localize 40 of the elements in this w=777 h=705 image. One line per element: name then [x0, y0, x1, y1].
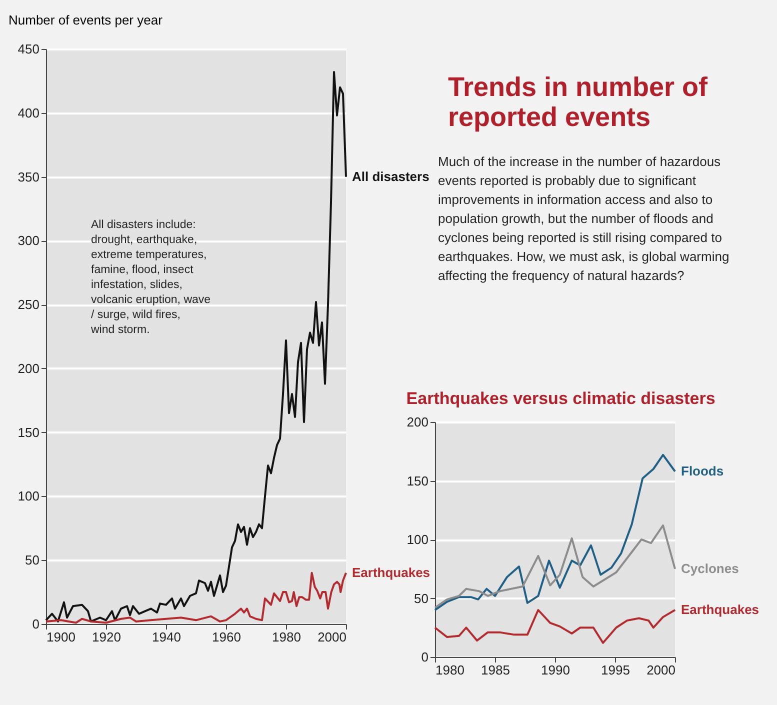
y-tick-label: 350 — [18, 169, 40, 184]
chart-title: Earthquakes versus climatic disasters — [406, 389, 716, 408]
y-tick-label: 0 — [421, 650, 428, 664]
y-tick-label: 200 — [406, 414, 428, 430]
x-tick-label: 1920 — [92, 630, 121, 644]
y-tick-label: 400 — [18, 105, 40, 120]
y-tick-label: 300 — [18, 233, 40, 248]
x-tick-label: 2000 — [646, 662, 676, 678]
x-tick-label: 1980 — [272, 630, 301, 644]
text: Much of the increase in the number of hazardous events reported is probably due to significant improvements in information access and also to population growth, but the number of floods and cyclones being reported is still rising compared to earthquakes. How, we must ask, is global warming affecting the frequency of natural hazards? — [438, 153, 730, 285]
series-label: Cyclones — [681, 560, 739, 576]
line-series — [45, 71, 347, 622]
x-tick-label: 1980 — [436, 662, 464, 678]
text: Trends in number of reported events — [448, 72, 709, 132]
y-tick-label: 100 — [406, 532, 428, 547]
y-tick-label: 50 — [25, 552, 40, 568]
series-label: Earthquakes — [681, 602, 760, 617]
x-tick-label: 1960 — [212, 630, 241, 644]
y-tick-label: 150 — [18, 424, 40, 440]
y-tick-label: 100 — [18, 488, 40, 504]
y-tick-label: 250 — [18, 297, 40, 312]
y-tick-label: 50 — [414, 590, 428, 606]
line-series — [434, 524, 676, 609]
line-series — [434, 454, 676, 611]
series-label: All disasters — [352, 168, 430, 184]
x-tick-label: 1995 — [601, 662, 630, 678]
x-tick-label: 1985 — [481, 662, 510, 678]
y-tick-label: 200 — [18, 360, 40, 376]
x-tick-label: 1990 — [541, 662, 570, 678]
y-tick-label: 450 — [18, 42, 40, 56]
series-label: Floods — [681, 463, 724, 478]
x-tick-label: 1940 — [152, 630, 181, 644]
line-series — [434, 609, 676, 644]
y-tick-label: 0 — [32, 616, 40, 632]
annotation: All disasters include: drought, earthquake, extreme temperatures, famine, flood, insect infestation, slides, volcanic eruption, wave / surge, wild fires, wind storm. — [90, 219, 211, 336]
x-tick-label: 2000 — [318, 630, 346, 644]
series-label: Earthquakes — [352, 564, 430, 580]
y-axis-title: Number of events per year — [8, 12, 164, 28]
x-tick-label: 1900 — [46, 630, 76, 644]
y-tick-label: 150 — [406, 473, 428, 488]
